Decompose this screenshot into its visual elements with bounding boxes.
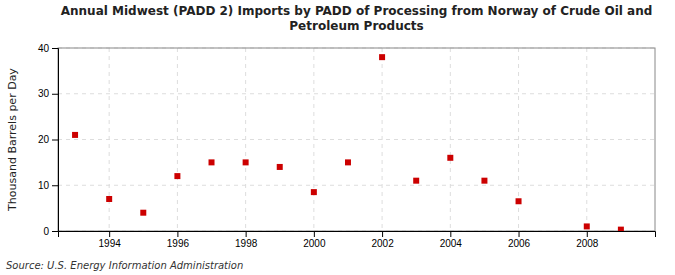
y-tick-label: 30 bbox=[38, 88, 50, 99]
chart-title-line: Petroleum Products bbox=[289, 19, 423, 33]
x-tick: 1996 bbox=[167, 231, 190, 249]
x-tick-label: 2000 bbox=[303, 238, 326, 249]
x-tick-mark bbox=[246, 231, 247, 237]
x-tick: 2008 bbox=[576, 231, 599, 249]
point bbox=[584, 223, 590, 229]
y-tick-label: 10 bbox=[38, 180, 50, 191]
x-tick-mark bbox=[177, 231, 178, 237]
y-tick: 0 bbox=[43, 226, 58, 237]
x-tick-mark bbox=[109, 231, 110, 237]
y-tick-mark bbox=[52, 231, 58, 232]
y-axis-title: Thousand Barrels per Day bbox=[6, 68, 19, 212]
chart-title-line: Annual Midwest (PADD 2) Imports by PADD … bbox=[61, 4, 653, 18]
point bbox=[447, 155, 453, 161]
point bbox=[379, 54, 385, 60]
x-tick: 1998 bbox=[235, 231, 258, 249]
x-axis: 1994 1996 1998 2000 2002 2004 2006 2008 bbox=[59, 231, 656, 249]
point bbox=[106, 196, 112, 202]
source-note: Source: U.S. Energy Information Administ… bbox=[6, 260, 243, 271]
x-axis-line bbox=[59, 232, 656, 238]
x-tick-label: 2002 bbox=[371, 238, 394, 249]
y-tick-mark bbox=[52, 48, 58, 49]
x-tick: 2000 bbox=[303, 231, 326, 249]
x-tick: 2006 bbox=[508, 231, 531, 249]
x-tick: 2004 bbox=[440, 231, 463, 249]
chart-svg: 1994 1996 1998 2000 2002 2004 2006 2008 0 10 20 30 4… bbox=[0, 0, 675, 275]
point bbox=[72, 132, 78, 138]
point bbox=[311, 189, 317, 195]
x-tick-mark bbox=[587, 231, 588, 237]
point bbox=[481, 178, 487, 184]
point bbox=[345, 159, 351, 165]
y-axis-line bbox=[52, 49, 59, 232]
x-tick-mark bbox=[314, 231, 315, 237]
x-tick-label: 2008 bbox=[576, 238, 599, 249]
y-tick-label: 40 bbox=[38, 43, 50, 54]
y-tick-mark bbox=[52, 140, 58, 141]
grid-line-x bbox=[177, 48, 178, 231]
x-tick-label: 1994 bbox=[99, 238, 122, 249]
x-tick: 2002 bbox=[371, 231, 394, 249]
point bbox=[243, 159, 249, 165]
grid-line-y bbox=[58, 185, 655, 186]
x-tick-label: 1996 bbox=[167, 238, 190, 249]
chart-title: Annual Midwest (PADD 2) Imports by PADD … bbox=[61, 4, 653, 33]
y-tick: 10 bbox=[38, 180, 58, 191]
grid-line-y bbox=[58, 139, 655, 140]
x-tick-label: 2004 bbox=[440, 238, 463, 249]
point bbox=[516, 198, 522, 204]
grid-line-y bbox=[58, 93, 655, 94]
chart-container: 1994 1996 1998 2000 2002 2004 2006 2008 0 10 20 30 4… bbox=[0, 0, 675, 275]
y-tick: 20 bbox=[38, 134, 58, 145]
x-tick-mark bbox=[382, 231, 383, 237]
x-tick: 1994 bbox=[99, 231, 122, 249]
x-tick-mark bbox=[519, 231, 520, 237]
point bbox=[174, 173, 180, 179]
point bbox=[209, 159, 215, 165]
x-tick-mark bbox=[450, 231, 451, 237]
y-tick: 30 bbox=[38, 88, 58, 99]
y-axis: 0 10 20 30 40 bbox=[38, 43, 59, 237]
x-tick-label: 2006 bbox=[508, 238, 531, 249]
x-tick-label: 1998 bbox=[235, 238, 258, 249]
point bbox=[277, 164, 283, 170]
point bbox=[140, 210, 146, 216]
grid bbox=[58, 48, 655, 231]
y-tick-mark bbox=[52, 185, 58, 186]
y-tick-mark bbox=[52, 94, 58, 95]
y-tick: 40 bbox=[38, 43, 58, 54]
plot-frame bbox=[58, 48, 655, 231]
point bbox=[413, 178, 419, 184]
y-tick-label: 0 bbox=[43, 226, 49, 237]
point bbox=[618, 227, 624, 231]
y-tick-label: 20 bbox=[38, 134, 50, 145]
points bbox=[72, 54, 624, 231]
plot-area: 1994 1996 1998 2000 2002 2004 2006 2008 0 10 20 30 4… bbox=[38, 43, 656, 249]
